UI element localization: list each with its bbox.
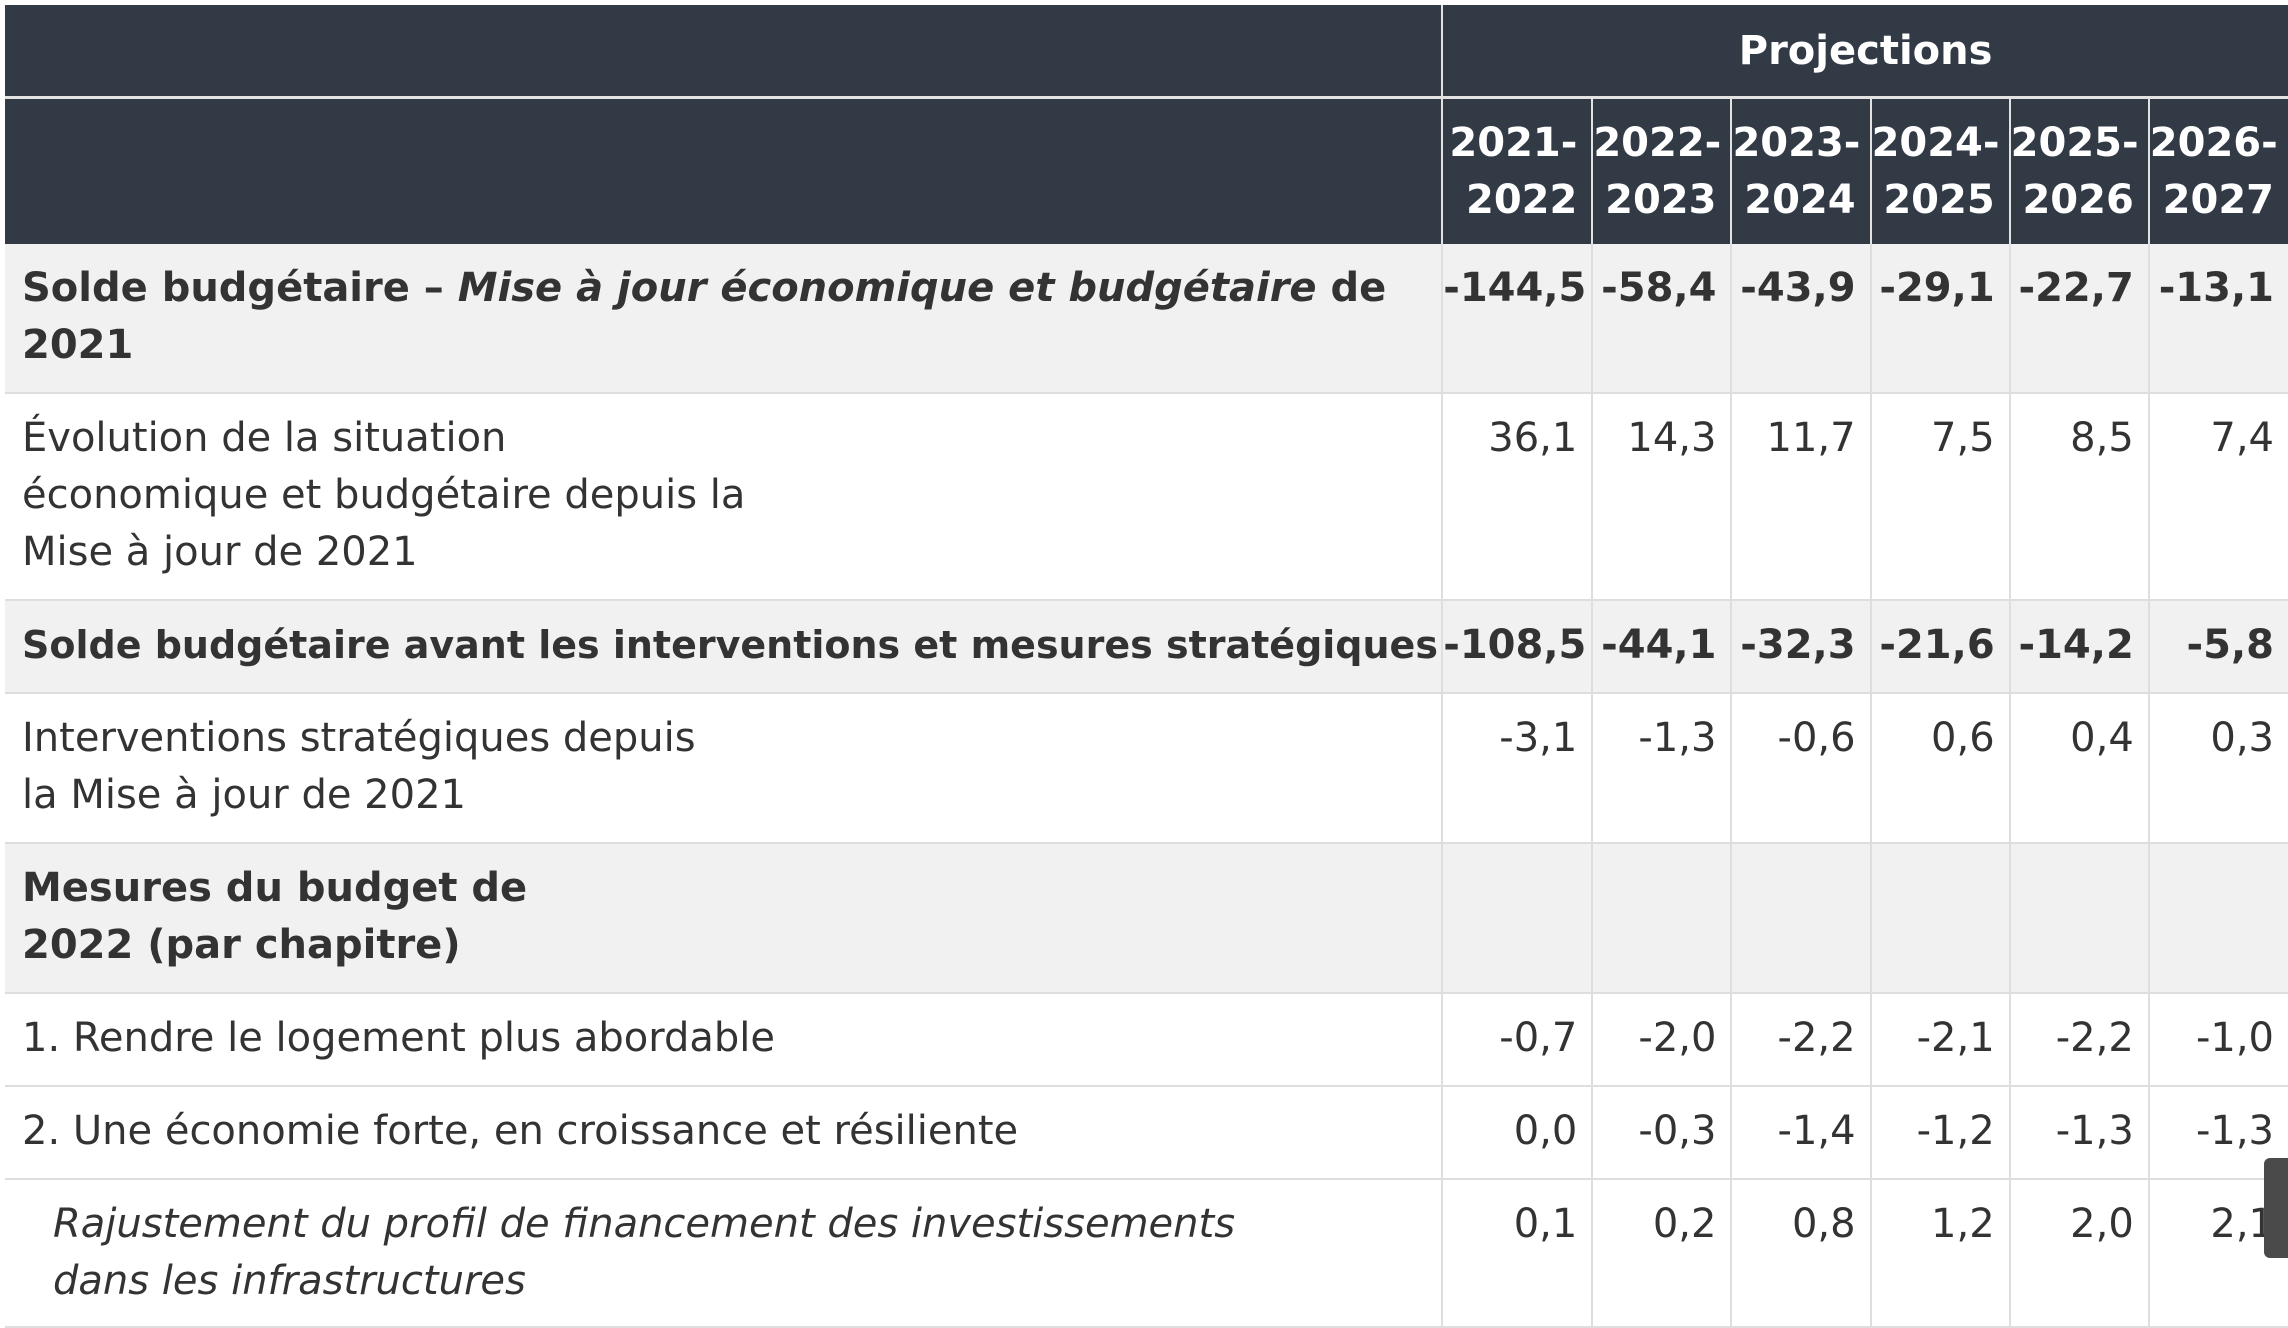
row-label: 1. Rendre le logement plus abordable <box>5 993 1443 1087</box>
row-label: Mesures du budget de 2022 (par chapitre) <box>5 843 1443 994</box>
table-body: Solde budgétaire – Mise à jour économiqu… <box>5 244 2288 1328</box>
label-italic-text: Mise à jour économique et budgétaire <box>457 265 1317 311</box>
row-label: Interventions stratégiques depuis la Mis… <box>5 693 1443 844</box>
value-cell: 8,5 <box>2008 393 2149 601</box>
value-cell: -14,2 <box>2008 600 2149 694</box>
value-cell: -22,7 <box>2008 244 2149 394</box>
year-header: 2024- 2025 <box>1869 97 2010 244</box>
row-label: 2. Une économie forte, en croissance et … <box>5 1086 1443 1180</box>
projections-header-row: Projections <box>5 5 2288 99</box>
year-start: 2026- <box>2149 119 2278 166</box>
value-cell: 0,0 <box>1441 1086 1593 1180</box>
value-cell: -2,1 <box>1869 993 2010 1087</box>
value-cell: 0,1 <box>1441 1179 1593 1328</box>
table-header: Projections 2021- 2022 2022- 2023 2023- 202… <box>5 5 2288 244</box>
value-cell: -2,2 <box>1730 993 1871 1087</box>
value-cell <box>1869 843 2010 994</box>
value-cell <box>2008 843 2149 994</box>
year-end: 2024 <box>1744 176 1856 223</box>
table-row: 2. Une économie forte, en croissance et … <box>5 1086 2288 1180</box>
value-cell: -108,5 <box>1441 600 1593 694</box>
year-header: 2025- 2026 <box>2008 97 2149 244</box>
value-cell: -0,6 <box>1730 693 1871 844</box>
projections-header: Projections <box>1441 5 2288 99</box>
value-cell: 14,3 <box>1591 393 1732 601</box>
value-cell: -29,1 <box>1869 244 2010 394</box>
table-row: 1. Rendre le logement plus abordable -0,… <box>5 993 2288 1087</box>
value-cell: 0,4 <box>2008 693 2149 844</box>
value-cell: -2,2 <box>2008 993 2149 1087</box>
year-start: 2021- <box>1449 119 1578 166</box>
year-end: 2027 <box>2162 176 2274 223</box>
year-header: 2022- 2023 <box>1591 97 1732 244</box>
value-cell: 0,8 <box>1730 1179 1871 1328</box>
value-cell: -1,3 <box>2008 1086 2149 1180</box>
label-text: Solde budgétaire – <box>22 265 458 311</box>
value-cell: -5,8 <box>2147 600 2288 694</box>
table-row: Rajustement du profil de financement des… <box>5 1179 2288 1328</box>
year-header: 2023- 2024 <box>1730 97 1871 244</box>
value-cell: -32,3 <box>1730 600 1871 694</box>
header-blank-cell <box>5 97 1443 244</box>
label-text: de 2021 <box>22 265 1387 368</box>
value-cell <box>1441 843 1593 994</box>
year-end: 2026 <box>2022 176 2134 223</box>
value-cell: -3,1 <box>1441 693 1593 844</box>
year-header: 2026- 2027 <box>2147 97 2288 244</box>
year-start: 2022- <box>1593 119 1722 166</box>
value-cell: 2,0 <box>2008 1179 2149 1328</box>
value-cell: -44,1 <box>1591 600 1732 694</box>
value-cell: 0,6 <box>1869 693 2010 844</box>
value-cell: 0,2 <box>1591 1179 1732 1328</box>
year-start: 2025- <box>2010 119 2139 166</box>
value-cell: -13,1 <box>2147 244 2288 394</box>
row-label: Solde budgétaire avant les interventions… <box>5 600 1443 694</box>
table-row: Interventions stratégiques depuis la Mis… <box>5 693 2288 844</box>
table-row: Solde budgétaire avant les interventions… <box>5 600 2288 694</box>
year-end: 2025 <box>1883 176 1995 223</box>
value-cell: 0,3 <box>2147 693 2288 844</box>
year-start: 2023- <box>1732 119 1861 166</box>
row-label: Rajustement du profil de financement des… <box>5 1179 1443 1328</box>
value-cell: -43,9 <box>1730 244 1871 394</box>
header-blank-cell <box>5 5 1443 99</box>
value-cell: -2,0 <box>1591 993 1732 1087</box>
value-cell: -1,0 <box>2147 993 2288 1087</box>
row-label: Solde budgétaire – Mise à jour économiqu… <box>5 244 1443 394</box>
value-cell: -1,2 <box>1869 1086 2010 1180</box>
value-cell: 11,7 <box>1730 393 1871 601</box>
value-cell: 7,5 <box>1869 393 2010 601</box>
table-row: Solde budgétaire – Mise à jour économiqu… <box>5 244 2288 394</box>
year-end: 2023 <box>1605 176 1717 223</box>
year-end: 2022 <box>1466 176 1578 223</box>
value-cell: 36,1 <box>1441 393 1593 601</box>
value-cell <box>1591 843 1732 994</box>
year-start: 2024- <box>1871 119 2000 166</box>
value-cell: -1,3 <box>1591 693 1732 844</box>
value-cell: 1,2 <box>1869 1179 2010 1328</box>
value-cell: -0,3 <box>1591 1086 1732 1180</box>
scrollbar-thumb[interactable] <box>2264 1158 2288 1258</box>
value-cell: 7,4 <box>2147 393 2288 601</box>
value-cell: -58,4 <box>1591 244 1732 394</box>
value-cell: -0,7 <box>1441 993 1593 1087</box>
value-cell: -21,6 <box>1869 600 2010 694</box>
value-cell <box>2147 843 2288 994</box>
table-row: Évolution de la situation économique et … <box>5 393 2288 601</box>
years-header-row: 2021- 2022 2022- 2023 2023- 2024 2024- 2025 … <box>5 97 2288 244</box>
row-label: Évolution de la situation économique et … <box>5 393 1443 601</box>
table-row: Mesures du budget de 2022 (par chapitre) <box>5 843 2288 994</box>
value-cell: -1,4 <box>1730 1086 1871 1180</box>
year-header: 2021- 2022 <box>1441 97 1593 244</box>
budget-table: Projections 2021- 2022 2022- 2023 2023- 202… <box>5 5 2288 1328</box>
value-cell: -144,5 <box>1441 244 1593 394</box>
value-cell <box>1730 843 1871 994</box>
